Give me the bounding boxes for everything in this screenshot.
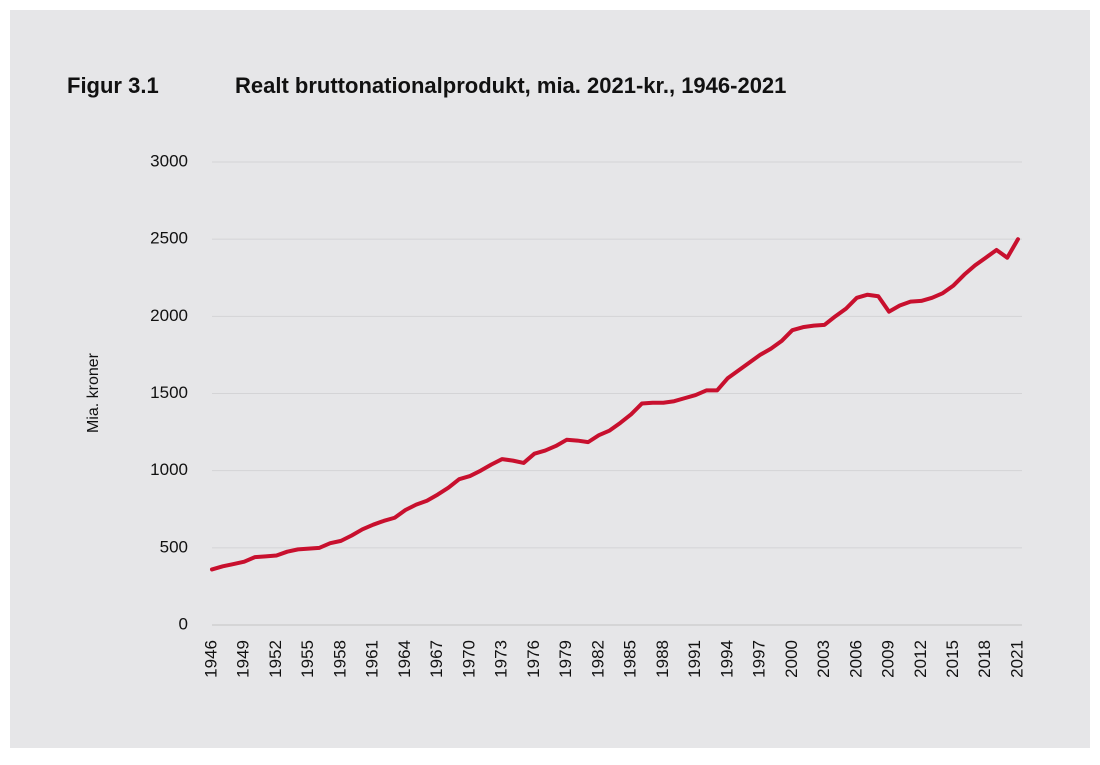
x-tick-label: 1964: [395, 640, 414, 678]
x-tick-label: 1994: [717, 640, 736, 678]
chart-title: Realt bruttonationalprodukt, mia. 2021-k…: [235, 73, 786, 98]
y-tick-label: 2500: [150, 229, 188, 248]
y-tick-label: 1000: [150, 460, 188, 479]
x-tick-label: 2018: [975, 640, 994, 678]
x-tick-label: 2003: [814, 640, 833, 678]
y-tick-label: 1500: [150, 383, 188, 402]
x-tick-label: 1952: [266, 640, 285, 678]
x-tick-label: 2009: [879, 640, 898, 678]
x-tick-label: 1949: [234, 640, 253, 678]
x-tick-label: 1976: [524, 640, 543, 678]
y-tick-label: 2000: [150, 306, 188, 325]
x-tick-label: 1946: [201, 640, 220, 678]
y-tick-label: 0: [179, 614, 188, 633]
x-tick-label: 2006: [846, 640, 865, 678]
data-line: [210, 237, 1020, 572]
x-tick-label: 1982: [588, 640, 607, 678]
x-tick-label: 1973: [492, 640, 511, 678]
x-tick-label: 2012: [911, 640, 930, 678]
x-tick-label: 1997: [750, 640, 769, 678]
x-tick-label: 2021: [1007, 640, 1026, 678]
x-tick-label: 1991: [685, 640, 704, 678]
x-tick-label: 1967: [427, 640, 446, 678]
x-tick-label: 1970: [459, 640, 478, 678]
x-tick-label: 1979: [556, 640, 575, 678]
y-tick-label: 500: [160, 537, 188, 556]
panel-background: [10, 10, 1090, 748]
y-tick-label: 3000: [150, 151, 188, 170]
x-tick-label: 1958: [330, 640, 349, 678]
x-tick-label: 1985: [621, 640, 640, 678]
figure-label: Figur 3.1: [67, 73, 159, 98]
x-tick-label: 1955: [298, 640, 317, 678]
x-tick-label: 2000: [782, 640, 801, 678]
y-axis-label: Mia. kroner: [85, 352, 102, 433]
x-tick-label: 2015: [943, 640, 962, 678]
x-tick-label: 1988: [653, 640, 672, 678]
x-tick-label: 1961: [363, 640, 382, 678]
